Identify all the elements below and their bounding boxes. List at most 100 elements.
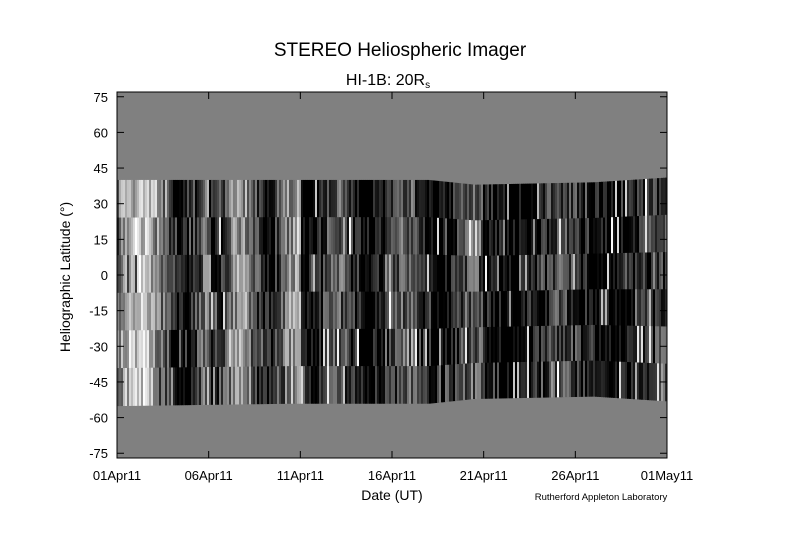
- data-strip-cell: [355, 366, 358, 404]
- data-strip-cell: [297, 328, 300, 367]
- data-strip-cell: [607, 181, 610, 218]
- data-strip-cell: [613, 289, 616, 326]
- data-strip-cell: [133, 217, 136, 256]
- data-strip-cell: [243, 366, 246, 405]
- data-strip-cell: [521, 255, 524, 292]
- data-strip-cell: [411, 217, 414, 255]
- data-strip-cell: [279, 254, 282, 293]
- data-strip-cell: [479, 291, 482, 328]
- data-strip-cell: [561, 325, 564, 362]
- data-strip-cell: [483, 327, 486, 364]
- data-strip-cell: [471, 220, 474, 257]
- data-strip-cell: [121, 330, 124, 369]
- data-strip-cell: [487, 291, 490, 328]
- data-strip-cell: [567, 218, 570, 255]
- data-strip-cell: [155, 217, 158, 256]
- data-strip-cell: [253, 329, 256, 367]
- data-strip-cell: [279, 366, 282, 404]
- data-strip-cell: [643, 215, 646, 253]
- data-strip-cell: [575, 253, 578, 291]
- data-strip-cell: [181, 367, 184, 406]
- data-strip-cell: [127, 367, 130, 406]
- data-strip-cell: [275, 254, 278, 293]
- data-strip-cell: [439, 365, 442, 403]
- data-strip-cell: [193, 217, 196, 256]
- data-strip-cell: [119, 292, 122, 331]
- data-strip-cell: [207, 217, 210, 256]
- data-strip-cell: [503, 291, 506, 328]
- data-strip-cell: [457, 219, 460, 256]
- data-strip-cell: [539, 290, 542, 327]
- data-strip-cell: [279, 328, 282, 367]
- data-strip-cell: [391, 366, 394, 404]
- data-strip-cell: [257, 179, 260, 218]
- data-strip-cell: [157, 255, 160, 293]
- data-strip-cell: [577, 182, 580, 219]
- data-strip-cell: [311, 254, 314, 293]
- data-strip-cell: [609, 181, 612, 218]
- data-strip-cell: [417, 291, 420, 330]
- y-tick-label: 60: [94, 125, 108, 140]
- data-strip-cell: [121, 368, 124, 407]
- data-strip-cell: [275, 217, 278, 255]
- data-strip-cell: [585, 218, 588, 255]
- data-strip-cell: [603, 325, 606, 362]
- data-strip-cell: [209, 367, 212, 405]
- data-strip-cell: [245, 179, 248, 218]
- data-strip-cell: [349, 254, 352, 293]
- data-strip-cell: [181, 217, 184, 256]
- data-strip-cell: [617, 253, 620, 290]
- data-strip-cell: [281, 366, 284, 404]
- data-strip-cell: [453, 218, 456, 256]
- data-strip-cell: [149, 179, 152, 218]
- data-strip-cell: [419, 291, 422, 330]
- data-strip-cell: [381, 366, 384, 404]
- data-strip-cell: [263, 291, 266, 330]
- data-strip-cell: [585, 253, 588, 290]
- data-strip-cell: [201, 179, 204, 218]
- data-strip-cell: [345, 366, 348, 404]
- data-strip-cell: [549, 290, 552, 327]
- data-strip-cell: [191, 367, 194, 406]
- data-strip-cell: [641, 289, 644, 327]
- data-strip-cell: [145, 255, 148, 294]
- data-strip-cell: [573, 289, 576, 326]
- data-strip-cell: [431, 291, 434, 330]
- data-strip-cell: [563, 325, 566, 362]
- data-strip-cell: [317, 217, 320, 255]
- data-strip-cell: [333, 179, 336, 218]
- data-strip-cell: [539, 254, 542, 291]
- data-strip-cell: [385, 291, 388, 330]
- data-strip-cell: [221, 292, 224, 330]
- data-strip-cell: [367, 217, 370, 255]
- data-strip-cell: [145, 292, 148, 331]
- data-strip-cell: [591, 289, 594, 326]
- data-strip-cell: [599, 325, 602, 362]
- data-strip-cell: [529, 183, 532, 220]
- data-strip-cell: [619, 216, 622, 254]
- y-tick-label: -45: [89, 375, 108, 390]
- data-strip-cell: [323, 217, 326, 255]
- data-strip-cell: [589, 324, 592, 362]
- data-strip-cell: [217, 254, 220, 293]
- data-strip-cell: [189, 217, 192, 256]
- data-strip-cell: [341, 254, 344, 293]
- data-strip-cell: [445, 291, 448, 329]
- data-strip-cell: [233, 254, 236, 293]
- data-strip-cell: [275, 179, 278, 218]
- data-strip-cell: [239, 254, 242, 293]
- data-strip-cell: [315, 179, 318, 218]
- data-strip-cell: [117, 292, 120, 331]
- data-strip-cell: [663, 177, 666, 216]
- data-strip-cell: [153, 255, 156, 293]
- data-strip-cell: [495, 255, 498, 292]
- data-strip-cell: [179, 179, 182, 218]
- data-strip-cell: [455, 182, 458, 220]
- data-strip-cell: [291, 179, 294, 218]
- data-strip-cell: [133, 330, 136, 369]
- data-strip-cell: [531, 361, 534, 398]
- data-strip-cell: [549, 183, 552, 220]
- data-strip-cell: [543, 361, 546, 398]
- data-strip-cell: [501, 184, 504, 221]
- data-strip-cell: [137, 330, 140, 369]
